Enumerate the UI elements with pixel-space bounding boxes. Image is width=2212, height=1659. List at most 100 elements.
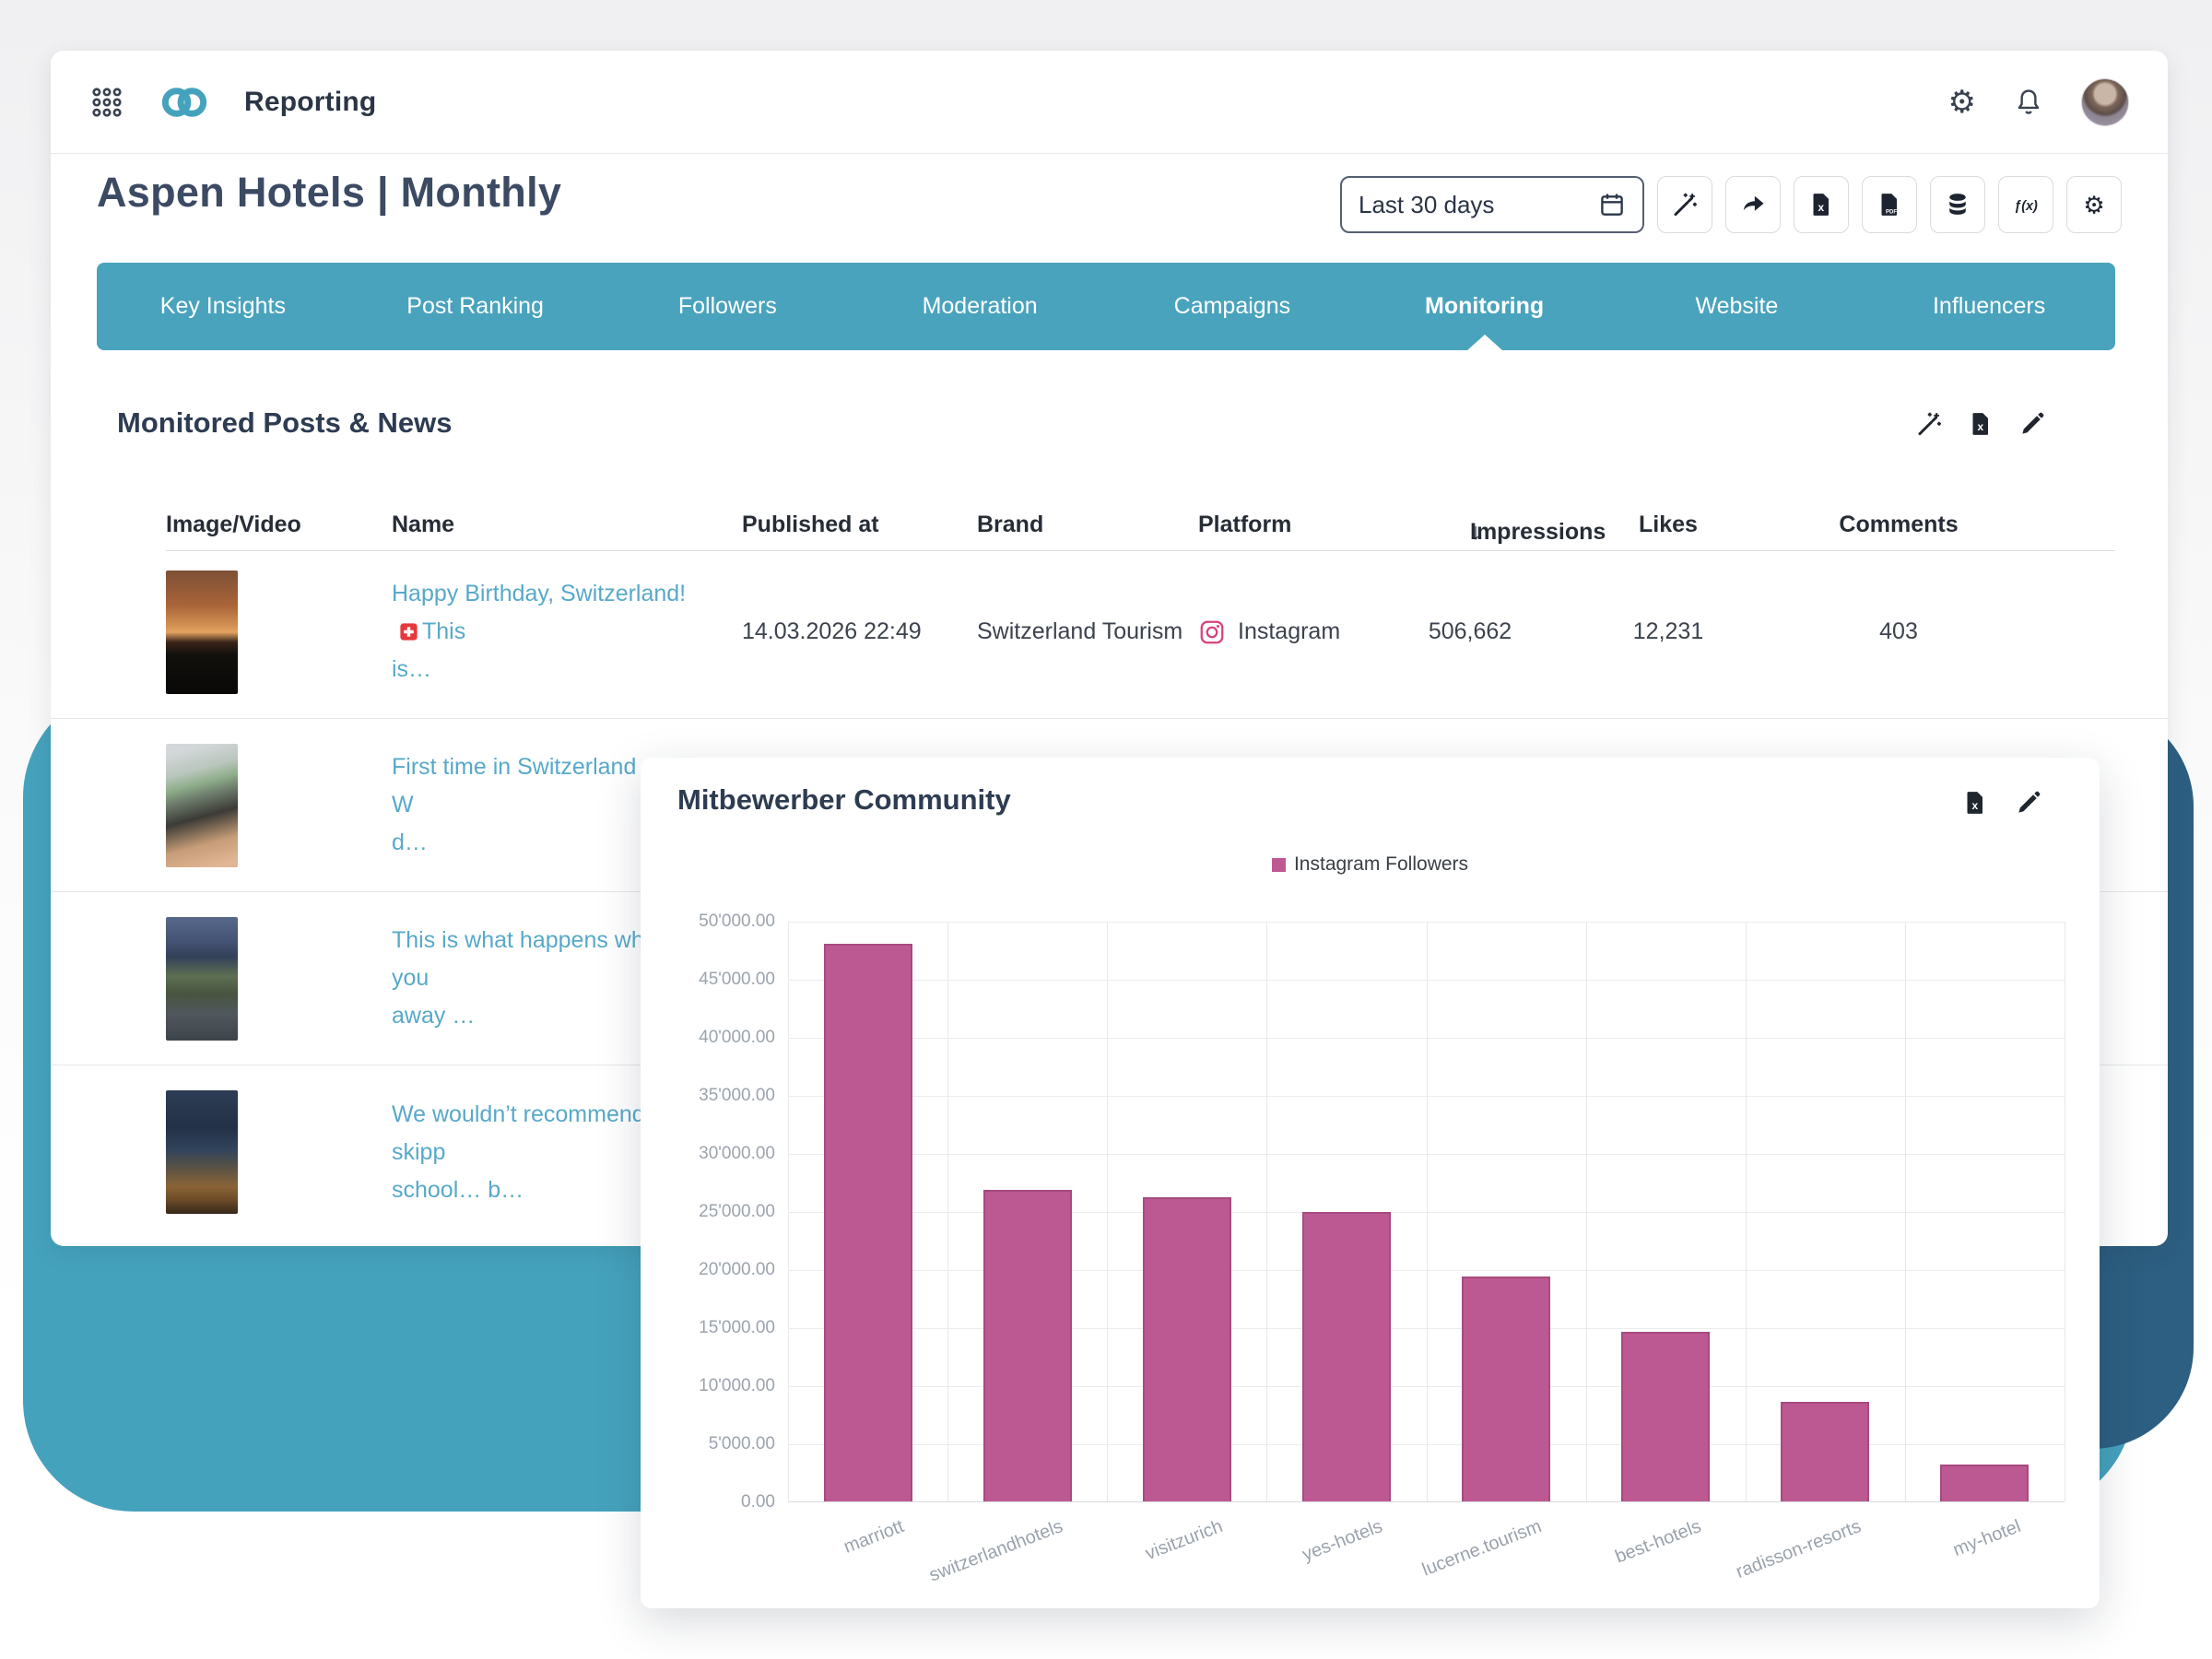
settings-gear-icon[interactable]: ⚙ xyxy=(1947,84,1976,120)
x-axis-label: best-hotels xyxy=(1612,1516,1705,1568)
svg-text:PDF: PDF xyxy=(1886,209,1897,215)
legend-swatch xyxy=(1271,857,1286,872)
gridline-vertical xyxy=(1107,922,1109,1501)
gear-button[interactable]: ⚙ xyxy=(2066,176,2122,233)
y-axis-tick: 15'000.00 xyxy=(699,1318,775,1337)
report-title: Aspen Hotels | Monthly xyxy=(97,169,562,216)
y-axis-tick: 30'000.00 xyxy=(699,1144,775,1163)
bar-yes-hotels xyxy=(1301,1212,1391,1501)
bar-lucerne.tourism xyxy=(1462,1276,1551,1501)
instagram-icon xyxy=(1198,618,1238,646)
post-name-link[interactable]: First time in SwitzerlandW d… xyxy=(392,748,700,862)
user-avatar[interactable] xyxy=(2081,77,2129,126)
tab-moderation[interactable]: Moderation xyxy=(922,293,1038,319)
formula-icon: ƒ(x) xyxy=(2012,191,2040,218)
edit-pencil-icon[interactable] xyxy=(2015,789,2042,821)
x-axis-label: marriott xyxy=(841,1516,907,1558)
post-thumbnail[interactable] xyxy=(166,571,238,694)
monitored-section-header: Monitored Posts & News x xyxy=(97,403,2115,449)
top-bar: Reporting ⚙ xyxy=(51,51,2168,154)
svg-text:x: x xyxy=(1977,420,1983,433)
date-range-picker[interactable]: Last 30 days xyxy=(1340,176,1644,233)
tab-campaigns[interactable]: Campaigns xyxy=(1173,293,1291,319)
fx-button[interactable]: ƒ(x) xyxy=(1998,176,2053,233)
edit-pencil-icon[interactable] xyxy=(2018,410,2046,438)
notifications-bell-icon[interactable] xyxy=(2013,87,2044,118)
post-name-link[interactable]: We wouldn’t recommend skipp school… b… xyxy=(392,1100,645,1203)
tab-influencers[interactable]: Influencers xyxy=(1932,293,2046,319)
col-brand[interactable]: Brand xyxy=(977,512,1044,537)
gridline-vertical xyxy=(1266,922,1268,1501)
chart-legend: Instagram Followers xyxy=(641,853,2100,876)
likes-value: 12,231 xyxy=(1632,618,1704,644)
excel-export-icon[interactable]: x xyxy=(1961,789,1989,821)
pdf-export-icon: PDF xyxy=(1876,191,1903,218)
magic-wand-icon[interactable] xyxy=(1915,410,1943,438)
excel-export-icon: x xyxy=(1807,191,1835,218)
x-axis-label: switzerlandhotels xyxy=(926,1516,1066,1586)
table-row: We wouldn’t recommend skipp school… b… xyxy=(51,1065,2168,1239)
excel-export-icon[interactable]: x xyxy=(1967,410,1994,438)
col-name[interactable]: Name xyxy=(392,512,455,537)
x-axis-label: visitzurich xyxy=(1142,1516,1226,1565)
share-button[interactable] xyxy=(1725,176,1781,233)
y-axis-tick: 5'000.00 xyxy=(708,1434,775,1453)
svg-text:⚙: ⚙ xyxy=(2083,191,2105,218)
y-axis-tick: 35'000.00 xyxy=(699,1086,775,1105)
wand-button[interactable] xyxy=(1657,176,1712,233)
x-axis-label: lucerne.tourism xyxy=(1419,1516,1545,1581)
tab-followers[interactable]: Followers xyxy=(677,293,777,319)
x-axis-label: yes-hotels xyxy=(1299,1516,1385,1566)
x-axis-label: my-hotel xyxy=(1949,1516,2024,1561)
section-title: Monitored Posts & News xyxy=(117,406,453,439)
brand-logo-icon[interactable] xyxy=(156,83,213,122)
col-image-video[interactable]: Image/Video xyxy=(166,512,301,537)
apps-grid-icon[interactable] xyxy=(89,85,124,120)
col-likes[interactable]: Likes xyxy=(1639,512,1698,537)
svg-text:x: x xyxy=(1818,201,1824,214)
sort-down-icon: ↓ xyxy=(1470,519,1482,545)
tab-monitoring[interactable]: Monitoring xyxy=(1425,293,1545,319)
swiss-flag-icon xyxy=(400,623,418,641)
database-button[interactable] xyxy=(1930,176,1985,233)
pdf-button[interactable]: PDF xyxy=(1862,176,1917,233)
bar-marriott xyxy=(823,944,912,1501)
legend-label: Instagram Followers xyxy=(1293,853,1469,875)
calendar-icon xyxy=(1601,194,1623,216)
gridline-vertical xyxy=(947,922,949,1501)
col-published-at[interactable]: Published at xyxy=(742,512,879,537)
gridline-vertical xyxy=(1904,922,1906,1501)
y-axis-tick: 45'000.00 xyxy=(699,970,775,989)
published-at-value: 14.03.2026 22:49 xyxy=(742,618,922,644)
bar-chart: 0.00 5'000.00 10'000.00 15'000.00 20'000.00 2… xyxy=(699,912,2065,1586)
post-thumbnail[interactable] xyxy=(166,744,238,867)
gridline-vertical xyxy=(1585,922,1587,1501)
svg-text:x: x xyxy=(1971,799,1978,812)
post-thumbnail[interactable] xyxy=(166,917,238,1041)
y-axis-tick: 25'000.00 xyxy=(699,1202,775,1221)
header-separator xyxy=(166,550,2115,551)
chart-card-title: Mitbewerber Community xyxy=(677,783,1011,816)
tab-post-ranking[interactable]: Post Ranking xyxy=(406,293,544,319)
post-name-link[interactable]: Happy Birthday, Switzerland!This is… xyxy=(392,581,687,682)
bar-radisson-resorts xyxy=(1781,1401,1870,1501)
database-icon xyxy=(1944,191,1971,218)
platform-value: Instagram xyxy=(1198,546,1340,718)
post-name-link[interactable]: This is what happens when you away … xyxy=(392,927,670,1029)
bar-my-hotel xyxy=(1940,1464,2030,1501)
y-axis-tick: 10'000.00 xyxy=(699,1376,775,1395)
comments-value: 403 xyxy=(1879,618,1918,644)
y-axis-tick: 50'000.00 xyxy=(699,912,775,931)
tab-website[interactable]: Website xyxy=(1695,293,1779,319)
tab-key-insights[interactable]: Key Insights xyxy=(159,293,286,319)
report-controls: Last 30 days x PDF ƒ(x) ⚙ xyxy=(1340,176,2122,233)
svg-text:ƒ(x): ƒ(x) xyxy=(2014,199,2038,214)
y-axis-tick: 20'000.00 xyxy=(699,1260,775,1279)
col-platform[interactable]: Platform xyxy=(1198,512,1292,537)
table-row: Happy Birthday, Switzerland!This is… 14.03… xyxy=(51,546,2168,719)
post-thumbnail[interactable] xyxy=(166,1090,238,1214)
gridline-vertical xyxy=(1745,922,1747,1501)
col-comments[interactable]: Comments xyxy=(1839,512,1959,537)
excel-button[interactable]: x xyxy=(1794,176,1849,233)
